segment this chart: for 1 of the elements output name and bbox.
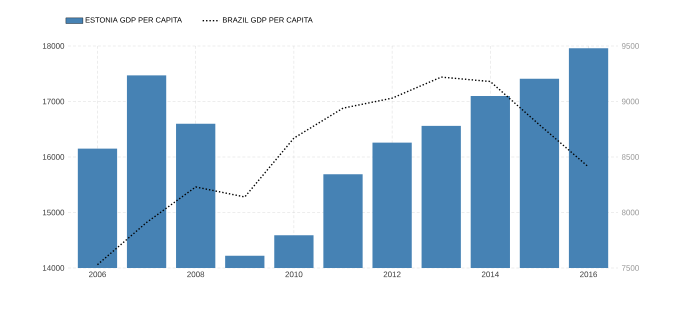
line-series [96, 76, 590, 266]
